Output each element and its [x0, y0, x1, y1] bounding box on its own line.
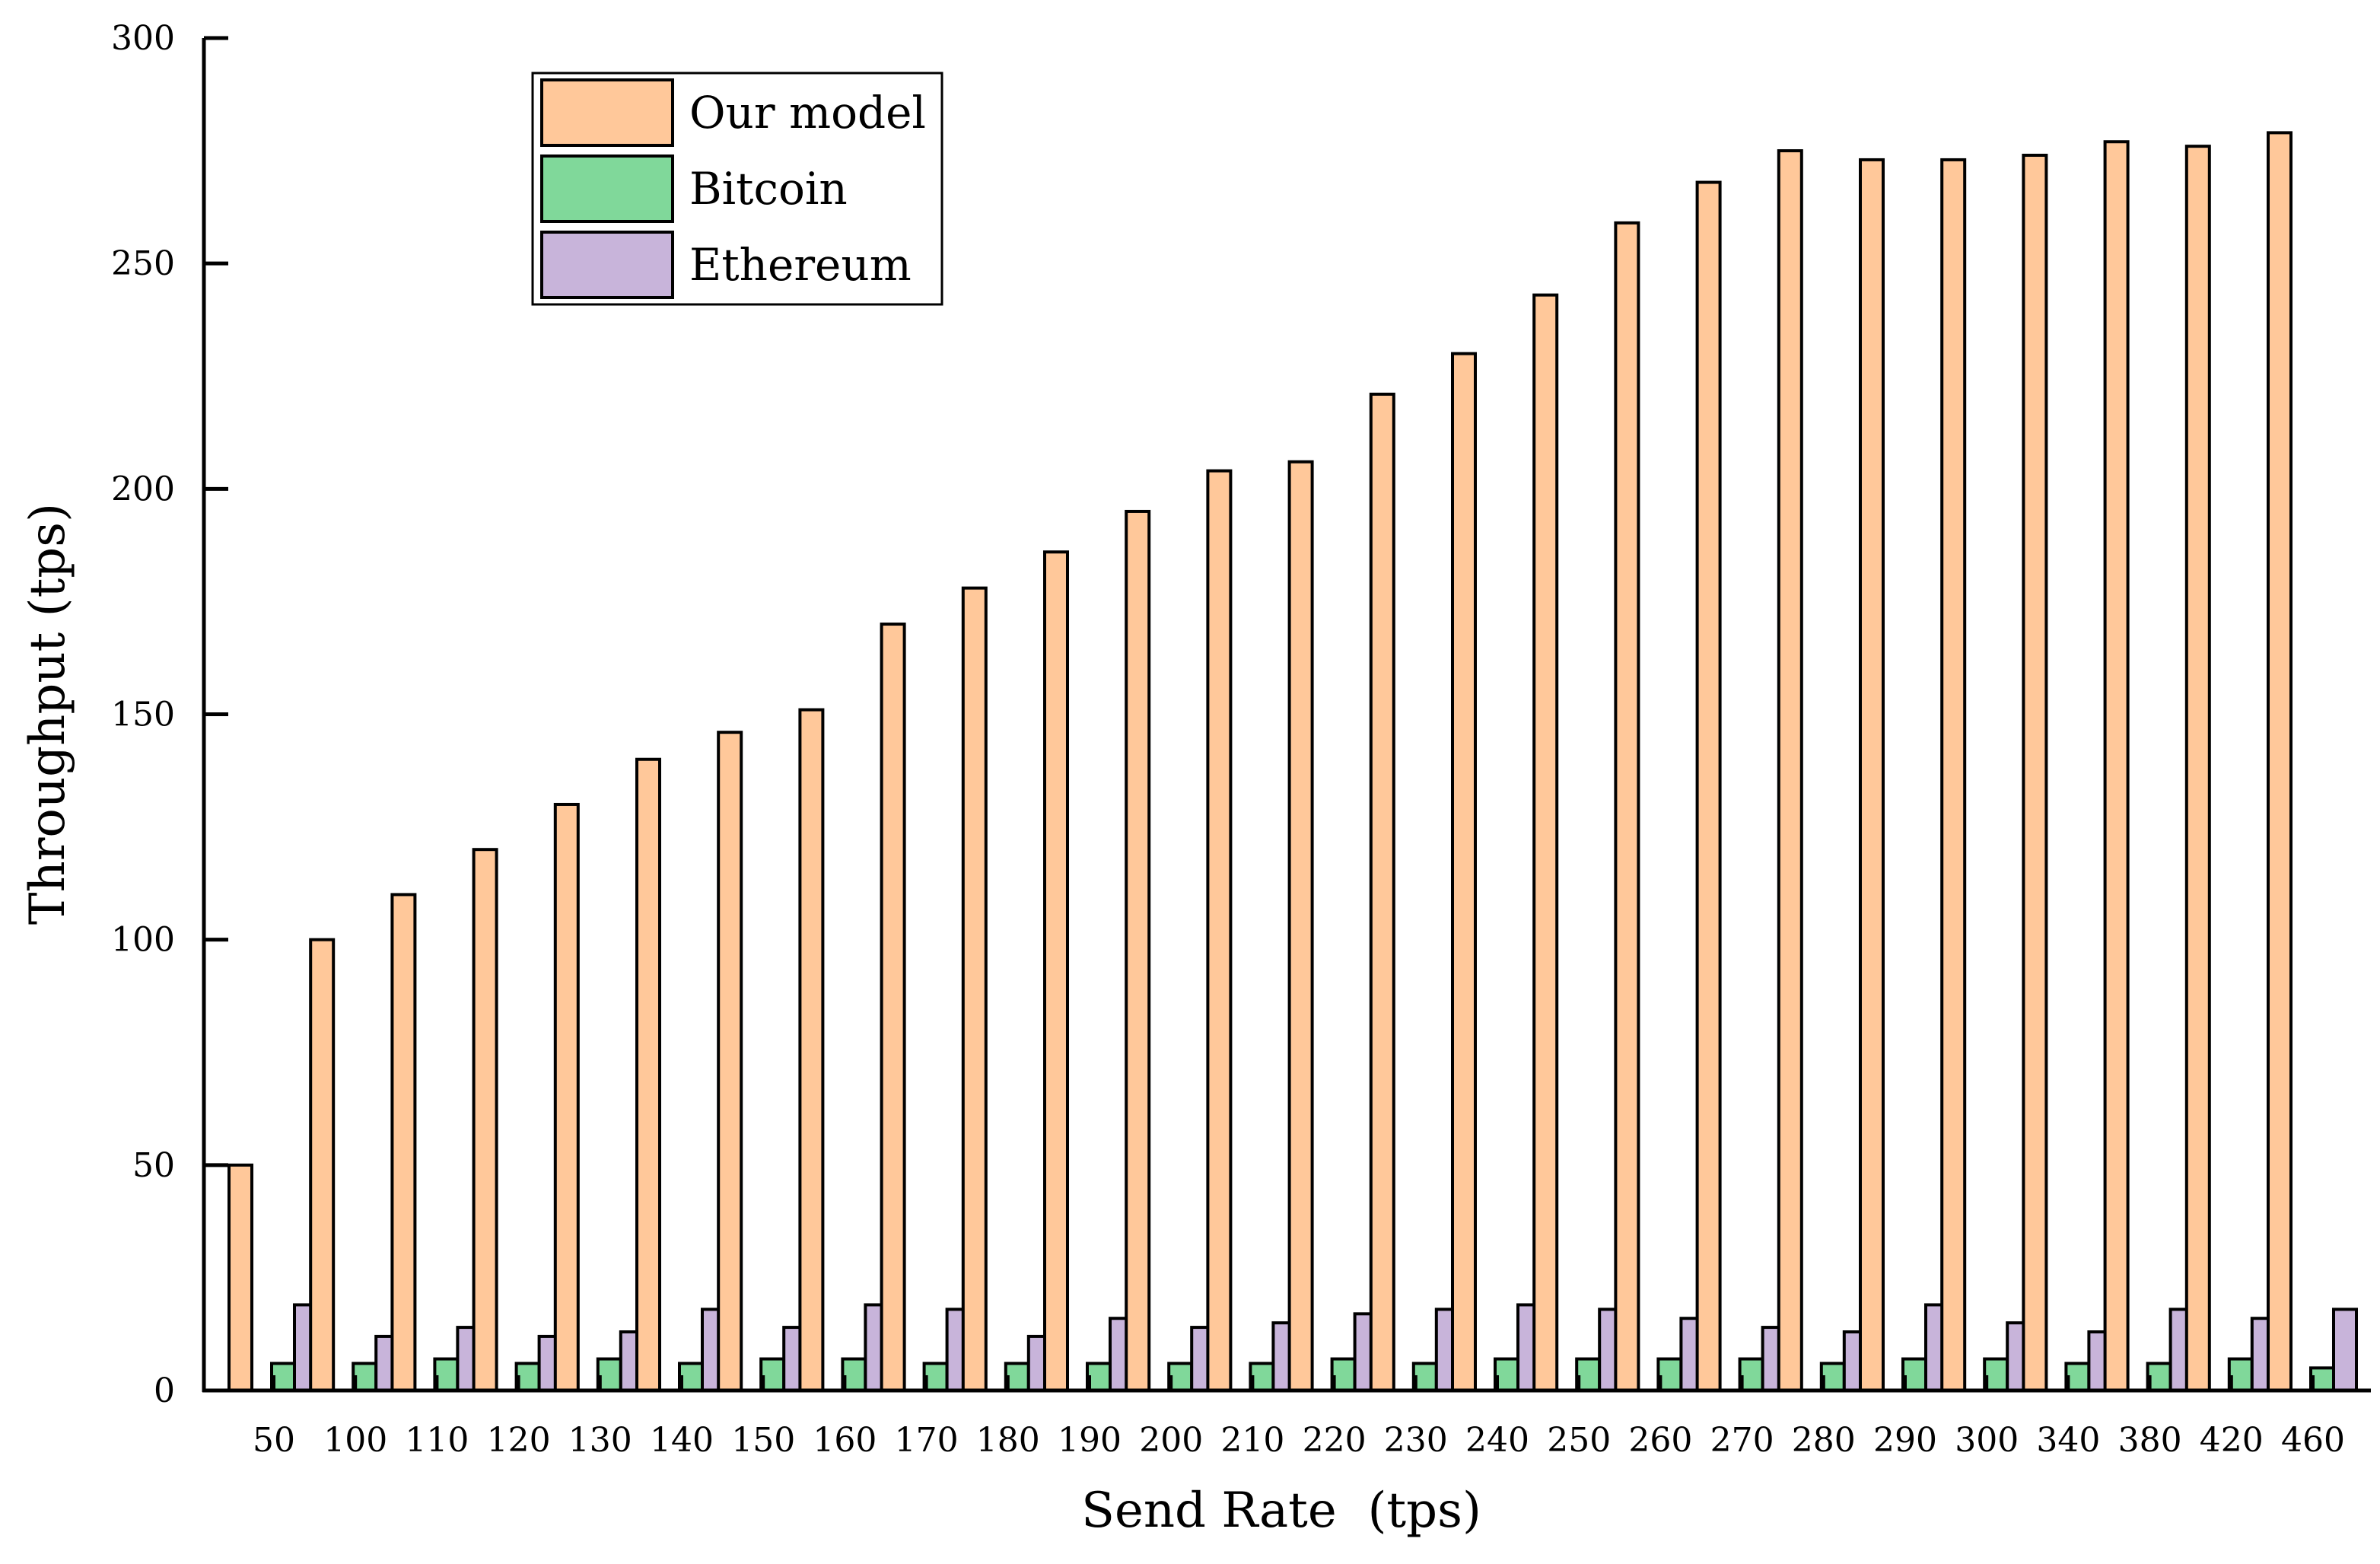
x-tick-label-260: 260: [1628, 1421, 1692, 1460]
bar-our-model-260: [1614, 221, 1640, 1392]
x-tick-label-240: 240: [1465, 1421, 1529, 1460]
x-tick-label-110: 110: [405, 1421, 469, 1460]
x-tick-label-280: 280: [1792, 1421, 1856, 1460]
x-tick-label-210: 210: [1220, 1421, 1284, 1460]
bar-our-model-220: [1287, 460, 1314, 1392]
legend-label-bitcoin: Bitcoin: [689, 163, 848, 215]
y-tick-label: 100: [111, 921, 175, 960]
x-tick-label-230: 230: [1384, 1421, 1448, 1460]
x-tick-label-220: 220: [1303, 1421, 1367, 1460]
bar-our-model-240: [1451, 352, 1477, 1393]
bar-our-model-200: [1125, 509, 1151, 1393]
x-tick-label-100: 100: [323, 1421, 387, 1460]
bar-our-model-130: [553, 802, 580, 1392]
y-tick-label: 50: [132, 1146, 175, 1185]
x-tick-label-190: 190: [1058, 1421, 1122, 1460]
bar-our-model-380: [2103, 140, 2130, 1392]
bar-our-model-280: [1777, 149, 1803, 1392]
y-axis-title: Throughput (tps): [20, 503, 76, 925]
x-tick-label-50: 50: [253, 1421, 295, 1460]
bar-our-model-120: [472, 848, 498, 1392]
x-tick-label-290: 290: [1873, 1421, 1937, 1460]
bars-layer: [228, 131, 2358, 1393]
bar-our-model-170: [880, 623, 906, 1392]
x-tick-label-250: 250: [1547, 1421, 1611, 1460]
bar-our-model-340: [2022, 154, 2048, 1392]
legend: Our model Bitcoin Ethereum: [531, 72, 943, 306]
y-tick-label: 200: [111, 470, 175, 508]
x-tick-label-460: 460: [2281, 1421, 2345, 1460]
x-tick-label-160: 160: [813, 1421, 877, 1460]
legend-label-our-model: Our model: [689, 87, 926, 139]
bar-our-model-230: [1369, 392, 1395, 1392]
x-tick-label-140: 140: [650, 1421, 714, 1460]
legend-swatch-our-model: [540, 78, 674, 147]
y-ticks-layer: 0 50 100 150 200 250 300: [111, 19, 228, 1410]
bar-our-model-250: [1532, 293, 1559, 1392]
x-tick-label-340: 340: [2036, 1421, 2100, 1460]
y-tick-label: 300: [111, 19, 175, 58]
x-tick-label-150: 150: [731, 1421, 795, 1460]
bar-our-model-190: [1043, 550, 1069, 1392]
x-tick-label-170: 170: [895, 1421, 959, 1460]
x-ticks-layer: 50 100 110 120 130 140 150 160 170 180 190 200 210 22…: [253, 1375, 2345, 1460]
bar-our-model-300: [1940, 158, 1967, 1392]
x-tick-label-200: 200: [1139, 1421, 1203, 1460]
bar-our-model-210: [1206, 469, 1233, 1392]
bar-our-model-290: [1859, 158, 1885, 1392]
x-tick-label-120: 120: [487, 1421, 551, 1460]
x-axis-title: Send Rate (tps): [1081, 1483, 1481, 1539]
bar-our-model-270: [1695, 180, 1722, 1393]
bar-our-model-420: [2184, 145, 2211, 1392]
legend-swatch-bitcoin: [540, 154, 674, 223]
bar-our-model-460: [2267, 131, 2292, 1392]
bar-our-model-110: [390, 893, 417, 1392]
x-tick-label-420: 420: [2200, 1421, 2264, 1460]
bar-our-model-100: [309, 938, 336, 1392]
bar-our-model-50: [228, 1163, 253, 1393]
x-tick-label-130: 130: [568, 1421, 632, 1460]
legend-swatch-ethereum: [540, 231, 674, 299]
x-tick-label-270: 270: [1710, 1421, 1774, 1460]
bar-ethereum-460: [2332, 1308, 2358, 1393]
bar-our-model-150: [717, 731, 743, 1392]
bar-our-model-180: [961, 586, 988, 1393]
legend-label-ethereum: Ethereum: [689, 239, 912, 291]
y-tick-label: 250: [111, 244, 175, 283]
x-tick-label-380: 380: [2118, 1421, 2182, 1460]
x-tick-label-180: 180: [976, 1421, 1040, 1460]
y-tick-label: 150: [111, 696, 175, 734]
x-tick-label-300: 300: [1955, 1421, 2019, 1460]
bar-our-model-160: [798, 708, 825, 1392]
bar-our-model-140: [635, 757, 661, 1392]
y-tick-label: 0: [154, 1371, 175, 1410]
